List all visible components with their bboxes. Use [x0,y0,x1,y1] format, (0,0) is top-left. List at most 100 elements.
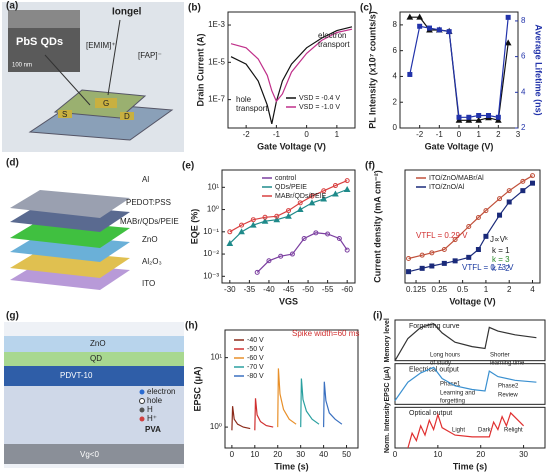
marker [417,23,423,29]
marker [441,247,447,253]
layer-al [10,190,130,218]
layer-label: PDVT-10 [60,371,93,380]
x-tick-label: -2 [243,130,251,139]
legend-label: electron [147,387,175,396]
marker [429,263,435,269]
layer-label: ZnO [90,339,106,348]
panel-label: (f) [365,161,375,172]
y-tick-label: 10⁻³ [203,271,219,280]
layer-zno [4,336,184,352]
annotation: Phase1 [440,382,461,388]
series-line [394,366,537,401]
layer-label: QD [90,354,102,363]
layer-label: Al [142,175,149,184]
subplot-frame [394,363,546,405]
annotation: VTFL = 0.73 V [462,263,514,272]
annotation: J∝Vᵏ [490,235,508,244]
plot-frame [404,169,541,284]
marker [250,217,256,223]
x-tick-label: -55 [322,285,334,294]
x-axis-label: Time (s) [274,461,308,471]
layer-label: PVA [145,425,161,434]
panel-label: (i) [373,311,382,322]
y2-tick-label: 6 [521,52,526,61]
marker [254,269,260,275]
y2-tick-label: 4 [521,87,526,96]
cation: [EMIM]⁺ [86,41,116,50]
layer-label: PEDOT:PSS [126,198,171,207]
layer-label: Al₂O₃ [142,257,162,266]
subplot-title: Optical output [409,410,452,417]
marker [505,14,511,20]
x-tick-label: 0 [304,130,309,139]
marker [309,193,315,199]
marker [483,233,489,239]
marker [344,247,350,253]
marker [466,224,472,229]
x-tick-label: 40 [319,450,328,459]
marker [296,206,304,213]
marker [530,173,536,179]
series-line [323,381,343,428]
marker [297,200,303,206]
marker [261,217,269,224]
annotation: k = 2 [492,264,510,273]
x-tick-label: 3 [516,130,521,139]
x-tick-label: 50 [342,450,351,459]
y-tick-label: 10⁰ [207,205,219,214]
legend-label: -40 V [247,337,264,344]
subplot-frame [394,406,546,449]
legend-label: -50 V [247,346,264,353]
legend-icon [139,398,145,404]
panel-label: (g) [6,311,19,322]
marker [301,236,307,242]
plot-frame [399,11,519,129]
legend-icon [139,407,145,413]
plot-frame [227,11,356,129]
annotation: k = 3 [492,255,510,264]
marker [274,213,280,219]
x-tick-label: 2 [496,130,501,139]
series-line [229,180,348,233]
marker [320,195,328,202]
series-line [300,378,320,428]
x-tick-label: -1 [273,130,281,139]
subplot-title: Forgetting curve [409,323,460,330]
pointer [107,19,121,96]
x-tick-label: 0 [457,130,462,139]
annotation: hole [236,95,252,104]
x-tick-label: -2 [416,130,424,139]
panel-label: (d) [6,158,19,169]
marker [475,247,481,253]
x-tick-label: -45 [283,285,295,294]
x-tick-label: 4 [530,285,535,294]
marker [407,71,413,77]
y-tick-label: 2 [393,97,398,106]
marker [504,39,512,46]
series-line [407,411,525,449]
marker [455,116,463,123]
x-axis-label: Time (s) [453,461,487,471]
series-line [230,28,353,103]
marker [456,114,462,120]
marker [344,178,350,184]
sem-layer [8,10,80,28]
y-axis-label: PL Intensity (x10⁷ counts/s) [367,11,377,129]
y-axis-label: Memory level [384,318,391,362]
marker [446,29,452,35]
marker [475,116,483,123]
x-tick-label: -30 [224,285,236,294]
marker [239,222,245,228]
annotation: Dark [478,428,492,434]
panel-label: (h) [185,321,198,332]
marker [506,188,512,194]
x-tick-label: 30 [296,450,305,459]
marker [406,13,414,20]
marker [289,251,295,257]
marker [497,196,503,202]
marker [483,208,489,214]
series-line [409,16,509,122]
series-line [254,398,274,431]
marker [494,116,502,123]
legend-label: -60 V [247,355,264,362]
